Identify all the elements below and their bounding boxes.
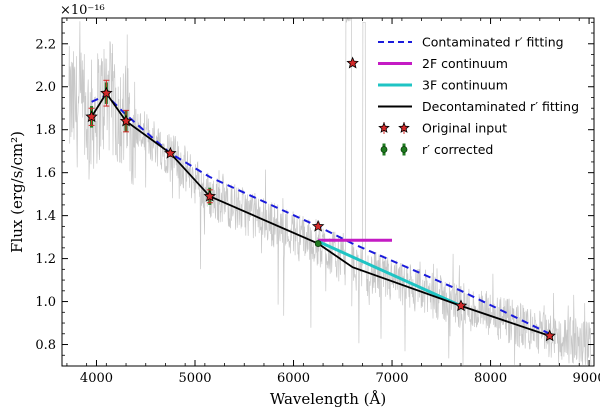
y-tick-label: 1.4: [35, 209, 56, 224]
y-tick-label: 1.8: [35, 123, 56, 138]
original-point: [346, 56, 359, 69]
y-tick-label: 0.8: [35, 338, 56, 353]
legend-marker-r-corrected: [400, 146, 408, 153]
x-tick-label: 8000: [474, 371, 507, 386]
y-tick-label: 2.0: [35, 80, 56, 95]
original-point: [85, 110, 98, 123]
y-axis-title: Flux (erg/s/cm²): [8, 131, 26, 253]
y-tick-label: 2.2: [35, 37, 56, 52]
spectrum-layer: [68, 16, 592, 365]
plot-frame: [61, 17, 595, 367]
original-point: [164, 146, 177, 159]
legend-marker-original-input: [378, 121, 390, 133]
legend-label-3f-continuum: 3F continuum: [422, 78, 508, 93]
legend-label-contaminated-r-fitting: Contaminated r′ fitting: [422, 35, 564, 50]
y-tick-label: 1.6: [35, 166, 56, 181]
original-point: [100, 86, 113, 99]
x-tick-label: 4000: [80, 371, 113, 386]
legend-marker-original-input: [398, 121, 410, 133]
x-tick-label: 5000: [178, 371, 211, 386]
marker-layer: [85, 56, 556, 342]
original-point: [543, 329, 556, 342]
original-point: [119, 114, 133, 127]
corrected-point: [314, 240, 322, 247]
3f-continuum-line: [317, 240, 462, 308]
original-point: [454, 299, 468, 312]
background-spectrum: [68, 16, 592, 365]
x-tick-label: 6000: [277, 371, 310, 386]
legend-label-original-input: Original input: [422, 121, 507, 136]
original-point: [203, 189, 216, 202]
legend-marker-r-corrected: [380, 146, 388, 153]
y-tick-label: 1.0: [35, 295, 56, 310]
legend-label-2f-continuum: 2F continuum: [422, 56, 508, 71]
y-scale-label: ×10⁻¹⁶: [60, 3, 105, 18]
legend-label-decontaminated-r-fitting: Decontaminated r′ fitting: [422, 99, 579, 114]
legend-label-r-corrected: r′ corrected: [422, 142, 493, 157]
legend: Contaminated r′ fitting 2F continuum 3F co…: [378, 35, 579, 157]
x-axis-title: Wavelength (Å): [270, 390, 386, 408]
original-point: [311, 219, 325, 232]
x-tick-label: 7000: [375, 371, 408, 386]
y-tick-label: 1.2: [35, 252, 56, 267]
